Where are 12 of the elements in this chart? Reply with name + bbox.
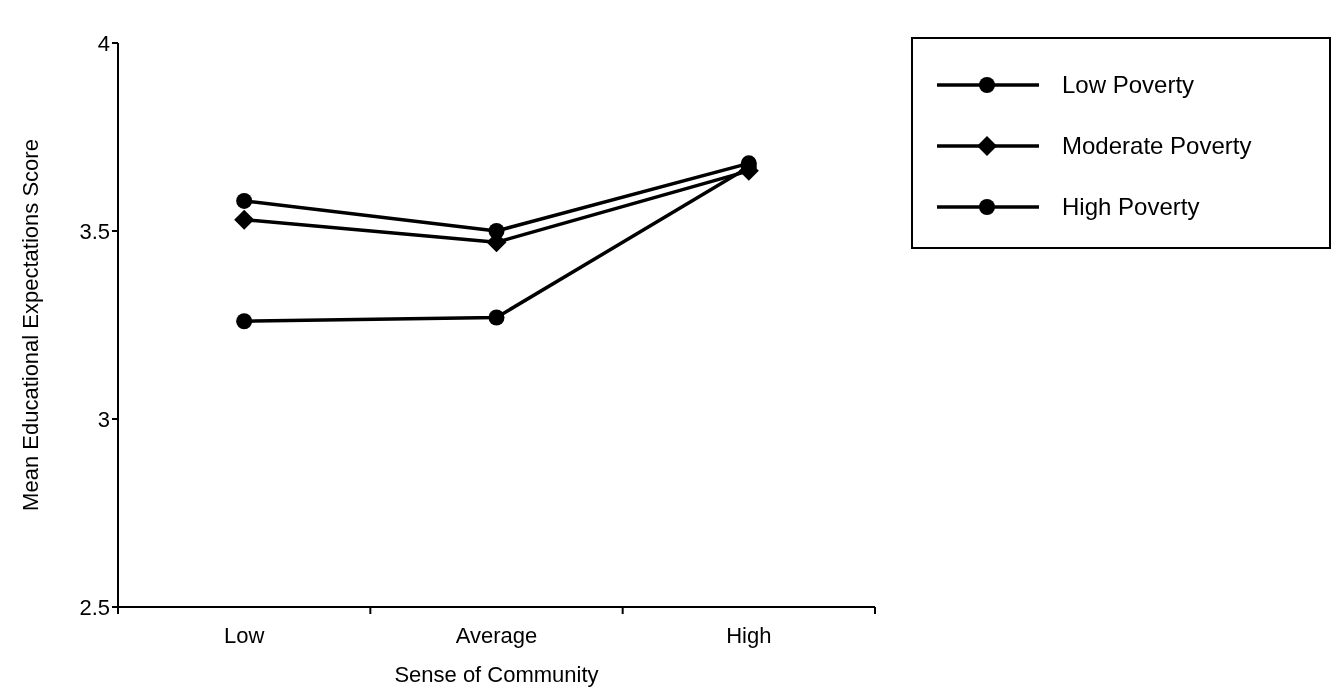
y-axis-title: Mean Educational Expectations Score [18,139,43,511]
y-tick-label: 3 [97,406,110,432]
x-tick-label: Average [455,623,538,648]
legend-label: Moderate Poverty [1062,132,1252,160]
y-tick-label: 4 [97,30,110,56]
x-tick-label: High [726,623,772,648]
x-tick-label: Low [223,623,265,648]
x-axis-title: Sense of Community [394,662,599,687]
legend-label: High Poverty [1062,193,1200,221]
legend-label: Low Poverty [1062,71,1195,99]
y-tick-label: 3.5 [79,218,110,244]
y-tick-label: 2.5 [79,594,110,620]
